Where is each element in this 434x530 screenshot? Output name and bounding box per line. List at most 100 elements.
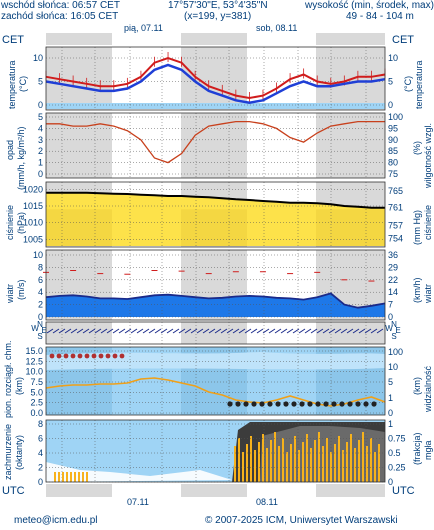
wind-barb	[316, 328, 324, 334]
cloud-tick-left: 2	[38, 463, 43, 473]
cloud-base-dot	[291, 401, 297, 407]
cloud-top-dot	[84, 353, 90, 359]
coordinates-text: 17°57'30"E, 53°4'35"N	[168, 0, 268, 11]
cloud-top-dot	[112, 353, 118, 359]
cloud-base-dot	[339, 401, 345, 407]
precip-unit-right: (%)	[412, 141, 422, 155]
clouds-frame	[45, 419, 386, 483]
wind-barb	[172, 328, 180, 334]
fog-bar	[298, 450, 300, 482]
wind-label-right: wiatr	[423, 283, 433, 303]
pressure-tick-right: 754	[388, 234, 403, 244]
fog-bar	[270, 440, 272, 482]
visibility-tick-right: 10	[388, 362, 398, 372]
bottom-night-band	[181, 484, 247, 497]
fog-bar	[302, 442, 304, 482]
wind-barb	[292, 328, 300, 334]
wind-barb	[310, 328, 318, 334]
wind-unit-left: (m/s)	[16, 279, 26, 301]
cloud-unit-right: (frakcja)	[412, 432, 422, 465]
wind-barb	[136, 328, 144, 334]
cloud-unit-left: (oktanty)	[14, 434, 24, 470]
fog-bar-early	[74, 472, 76, 482]
wind-tick-left: 0	[38, 312, 43, 322]
precip-tick-left: 1	[38, 158, 43, 168]
fog-bar	[378, 444, 380, 482]
precip-tick-left: 0	[38, 169, 43, 179]
fog-bar	[354, 448, 356, 482]
visibility-frame	[45, 346, 386, 416]
cloud-base-dot	[323, 401, 329, 407]
wind-unit-right: (km/h)	[412, 277, 422, 304]
precip-tick-left: 4	[38, 123, 43, 133]
wind-tick-right: 22	[388, 275, 398, 285]
fog-tick-right: 0.25	[388, 463, 406, 473]
visibility-tick-left: 12.5	[25, 356, 43, 366]
bottom-night-band	[46, 484, 112, 497]
wind-barb	[268, 328, 276, 334]
wind-barb	[244, 328, 252, 334]
wind-barb	[286, 328, 294, 334]
day2-label: sob, 08.11	[256, 23, 298, 33]
tz-bottom-right: UTC	[392, 485, 415, 497]
fog-bar	[322, 446, 324, 482]
wind-barb	[46, 328, 54, 334]
wind-barb	[250, 328, 258, 334]
grid-text: (x=199, y=381)	[184, 11, 252, 22]
humidity-tick-right: 95	[388, 123, 398, 133]
wind-barb	[322, 328, 330, 334]
fog-bar	[334, 444, 336, 482]
fog-bar	[362, 432, 364, 482]
fog-bar	[318, 432, 320, 482]
cloud-label-right: mgła	[423, 440, 433, 460]
winddir-n-left: N	[37, 320, 43, 329]
precip-tick-left: 5	[38, 112, 43, 122]
fog-bar	[326, 438, 328, 482]
visibility-tick-left: 7.5	[30, 377, 43, 387]
wind-tick-right: 14	[388, 287, 398, 297]
cloud-top-dot	[49, 353, 55, 359]
wind-barb	[184, 328, 192, 334]
vis-unit-left: (km)	[14, 377, 24, 395]
wind-barb	[76, 328, 84, 334]
top-night-band	[46, 33, 112, 45]
wind-barb	[124, 328, 132, 334]
cloud-base-dot	[275, 401, 281, 407]
fog-bar-early	[58, 472, 60, 482]
visibility-tick-left: 2.5	[30, 398, 43, 408]
fog-bar	[314, 440, 316, 482]
winddir-night-band	[46, 322, 112, 344]
temp-tick-left: 0	[38, 100, 43, 110]
winddir-w-left: W	[31, 324, 39, 333]
sunset-text: zachód słońca: 16:05 CET	[1, 11, 119, 22]
fog-bar	[370, 438, 372, 482]
wind-barb	[52, 328, 60, 334]
cloud-tick-left: 0	[38, 477, 43, 487]
visibility-line	[45, 377, 386, 407]
wind-barb	[334, 328, 342, 334]
fog-bar	[342, 450, 344, 482]
humidity-tick-right: 90	[388, 135, 398, 145]
wind-barb	[352, 328, 360, 334]
fog-bar	[346, 442, 348, 482]
wind-tick-left: 8	[38, 262, 43, 272]
cloud-base-dot	[251, 401, 257, 407]
fog-tick-right: 0.75	[388, 434, 406, 444]
pressure-tick-left: 1015	[23, 201, 43, 211]
cloud-top-dot	[119, 353, 125, 359]
fog-bar	[242, 452, 244, 482]
wind-barb	[64, 328, 72, 334]
temp-tick-left: 5	[38, 77, 43, 87]
humidity-tick-right: 75	[388, 169, 398, 179]
wind-barb	[118, 328, 126, 334]
wind-barb	[88, 328, 96, 334]
pressure-tick-right: 765	[388, 186, 403, 196]
tz-bottom-left: UTC	[2, 485, 25, 497]
wind-barb	[166, 328, 174, 334]
cloud-top-dot	[98, 353, 104, 359]
footer-email[interactable]: meteo@icm.edu.pl	[14, 515, 98, 526]
visibility-tick-left: 5.0	[30, 387, 43, 397]
pressure-tick-right: 757	[388, 220, 403, 230]
cloud-base-dot	[331, 401, 337, 407]
top-night-band	[316, 33, 385, 45]
